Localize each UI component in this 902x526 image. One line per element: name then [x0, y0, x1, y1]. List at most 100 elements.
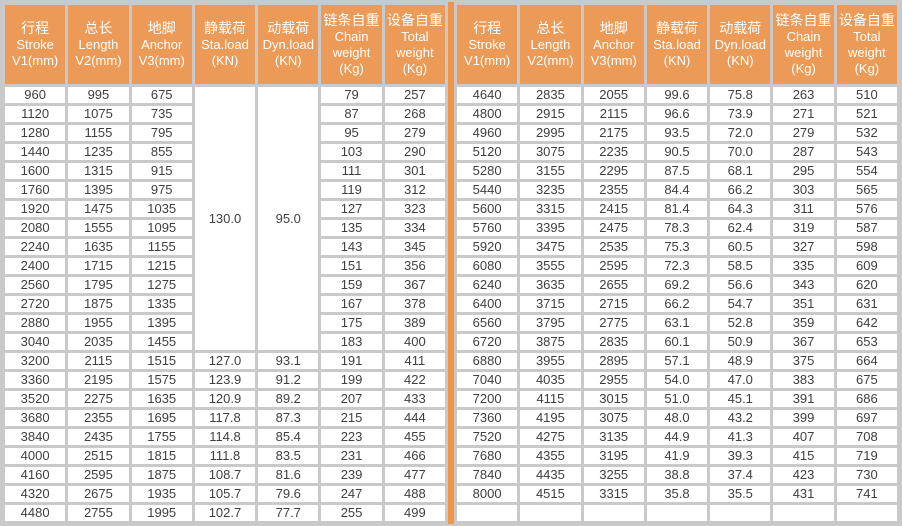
- header-label-cn: 行程: [473, 20, 502, 36]
- table-cell: 4195: [520, 410, 581, 426]
- header-label-en: Anchor: [593, 37, 635, 52]
- spec-table-right: 行程 Stroke V1(mm) 总长 Length V2(mm) 地脚 Anchor V3(m…: [454, 2, 900, 524]
- table-cell: 99.6: [646, 87, 708, 103]
- table-cell: 2535: [583, 239, 644, 255]
- table-cell: 3520: [5, 391, 66, 407]
- header-label-unit: V2(mm): [75, 53, 122, 68]
- header-label-cn: 动载荷: [719, 20, 762, 36]
- table-cell: [836, 505, 897, 521]
- table-cell: 279: [773, 125, 834, 141]
- header-label-en: Sta.load: [653, 37, 701, 52]
- table-row: 1280 1155 795 95 279: [5, 125, 445, 141]
- table-cell: 400: [384, 334, 445, 350]
- table-cell: 123.9: [194, 372, 256, 388]
- table-row: 3680 2355 1695 117.8 87.3 215 444: [5, 410, 445, 426]
- header-label-unit: (KN): [274, 53, 302, 68]
- table-cell: 4000: [5, 448, 66, 464]
- table-cell: 87.3: [258, 410, 319, 426]
- table-cell: 2240: [5, 239, 66, 255]
- table-cell: 653: [836, 334, 897, 350]
- table-cell: [773, 505, 834, 521]
- header-label-en: Sta.load: [201, 37, 249, 52]
- table-cell: 6400: [457, 296, 518, 312]
- table-cell: 2035: [68, 334, 129, 350]
- table-cell: 1395: [68, 182, 129, 198]
- table-cell: 708: [836, 429, 897, 445]
- table-cell: 915: [131, 163, 192, 179]
- table-cell: 1715: [68, 258, 129, 274]
- table-row: 3840 2435 1755 114.8 85.4 223 455: [5, 429, 445, 445]
- table-cell: 415: [773, 448, 834, 464]
- table-cell: 111: [321, 163, 382, 179]
- merged-load-cell: 130.0: [194, 87, 256, 350]
- table-cell: 45.1: [710, 391, 771, 407]
- table-cell: 1815: [131, 448, 192, 464]
- table-cell: 151: [321, 258, 382, 274]
- table-cell: 231: [321, 448, 382, 464]
- header-cell: 行程 Stroke V1(mm): [457, 5, 518, 84]
- table-cell: 43.2: [710, 410, 771, 426]
- header-label-cn: 地脚: [147, 20, 176, 36]
- table-cell: 3360: [5, 372, 66, 388]
- table-cell: 3715: [520, 296, 581, 312]
- table-cell: 4115: [520, 391, 581, 407]
- table-cell: 4160: [5, 467, 66, 483]
- table-cell: 4515: [520, 486, 581, 502]
- table-row: 3040 2035 1455 183 400: [5, 334, 445, 350]
- table-cell: 466: [384, 448, 445, 464]
- table-cell: 697: [836, 410, 897, 426]
- table-cell: 2295: [583, 163, 644, 179]
- table-cell: 4480: [5, 505, 66, 521]
- table-cell: 565: [836, 182, 897, 198]
- table-cell: 2355: [583, 182, 644, 198]
- table-cell: 1755: [131, 429, 192, 445]
- table-cell: 4275: [520, 429, 581, 445]
- table-cell: 576: [836, 201, 897, 217]
- table-cell: 167: [321, 296, 382, 312]
- table-cell: 85.4: [258, 429, 319, 445]
- table-row: 6400 3715 2715 66.2 54.7 351 631: [457, 296, 897, 312]
- table-cell: 263: [773, 87, 834, 103]
- table-cell: 422: [384, 372, 445, 388]
- table-cell: 4355: [520, 448, 581, 464]
- table-cell: 620: [836, 277, 897, 293]
- table-cell: 91.2: [258, 372, 319, 388]
- header-label-unit: (KN): [663, 53, 691, 68]
- header-cell: 地脚 Anchor V3(mm): [131, 5, 192, 84]
- table-cell: 4435: [520, 467, 581, 483]
- table-row: 960 995 675 130.0 95.0 79 257: [5, 87, 445, 350]
- table-row: 5920 3475 2535 75.3 60.5 327 598: [457, 239, 897, 255]
- table-cell: 741: [836, 486, 897, 502]
- table-cell: 2675: [68, 486, 129, 502]
- table-cell: 1280: [5, 125, 66, 141]
- table-row: 2880 1955 1395 175 389: [5, 315, 445, 331]
- table-cell: [646, 505, 708, 521]
- table-row: 1920 1475 1035 127 323: [5, 201, 445, 217]
- table-cell: 2720: [5, 296, 66, 312]
- header-cell: 静载荷 Sta.load (KN): [194, 5, 256, 84]
- table-cell: 2595: [583, 258, 644, 274]
- table-cell: 102.7: [194, 505, 256, 521]
- table-row: 3520 2275 1635 120.9 89.2 207 433: [5, 391, 445, 407]
- table-cell: 127: [321, 201, 382, 217]
- table-cell: 81.4: [646, 201, 708, 217]
- table-cell: 488: [384, 486, 445, 502]
- table-cell: 6720: [457, 334, 518, 350]
- table-cell: 3200: [5, 353, 66, 369]
- table-cell: 3475: [520, 239, 581, 255]
- table-cell: 75.8: [710, 87, 771, 103]
- table-cell: 111.8: [194, 448, 256, 464]
- header-label-en: Dyn.load: [262, 37, 314, 52]
- table-row: 7200 4115 3015 51.0 45.1 391 686: [457, 391, 897, 407]
- table-cell: 7520: [457, 429, 518, 445]
- table-cell: 391: [773, 391, 834, 407]
- table-cell: 2995: [520, 125, 581, 141]
- table-cell: 3195: [583, 448, 644, 464]
- table-cell: 5440: [457, 182, 518, 198]
- table-cell: 57.1: [646, 353, 708, 369]
- table-row: 6080 3555 2595 72.3 58.5 335 609: [457, 258, 897, 274]
- table-cell: 3315: [583, 486, 644, 502]
- table-cell: 1875: [68, 296, 129, 312]
- header-label-cn: 设备自重: [838, 12, 895, 28]
